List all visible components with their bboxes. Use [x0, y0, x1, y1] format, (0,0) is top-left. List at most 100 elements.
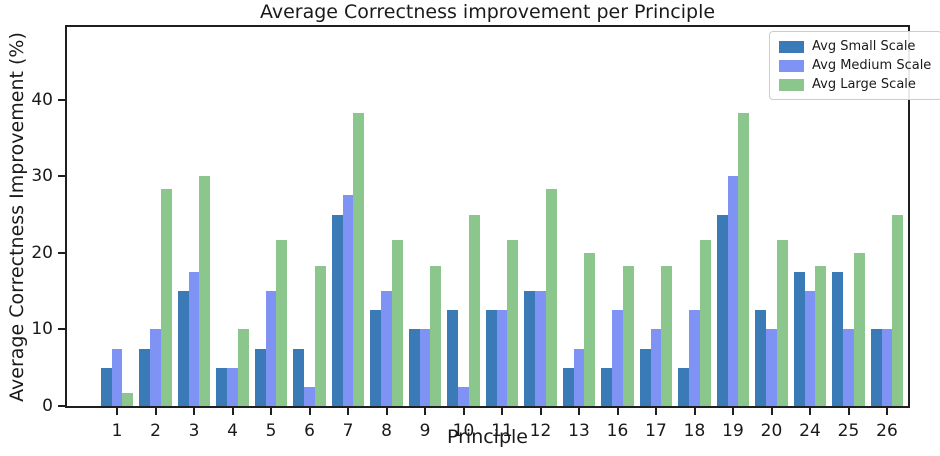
bar-series1-principle-7	[331, 215, 343, 406]
legend-label: Avg Small Scale	[812, 39, 916, 54]
bar-series2-principle-17	[650, 329, 662, 406]
x-tick-label-4: 4	[227, 421, 238, 441]
x-tick-label-2: 2	[150, 421, 161, 441]
bar-series2-principle-7	[342, 195, 354, 406]
x-tick-label-12: 12	[529, 421, 552, 441]
bar-series3-principle-17	[661, 266, 673, 406]
y-axis-label: Average Correctness Improvement (%)	[6, 31, 28, 402]
legend-entry-1: Avg Small Scale	[779, 39, 931, 54]
bar-series2-principle-16	[612, 310, 623, 406]
x-tick-label-7: 7	[342, 421, 354, 441]
bar-series3-principle-11	[507, 240, 519, 406]
bar-series3-principle-12	[545, 189, 557, 406]
bar-series1-principle-17	[639, 349, 651, 406]
y-tick-30	[58, 175, 65, 178]
bar-series1-principle-25	[832, 272, 844, 406]
x-tick-label-17: 17	[645, 421, 667, 441]
x-tick-13	[578, 408, 580, 415]
x-tick-6	[308, 408, 311, 415]
legend-entry-2: Avg Medium Scale	[779, 58, 931, 73]
x-tick-18	[693, 408, 696, 415]
bar-series1-principle-1	[100, 368, 112, 406]
x-tick-label-3: 3	[188, 421, 200, 441]
x-tick-label-18: 18	[683, 421, 706, 441]
x-tick-label-10: 10	[452, 421, 475, 441]
y-tick-label-10: 10	[31, 319, 53, 340]
x-tick-4	[231, 408, 234, 415]
x-tick-5	[270, 408, 272, 415]
x-tick-label-8: 8	[381, 421, 392, 441]
bar-series1-principle-5	[254, 349, 266, 406]
y-tick-label-30: 30	[31, 166, 53, 187]
x-axis-label: Principle	[446, 426, 528, 448]
y-tick-label-0: 0	[42, 396, 53, 416]
x-tick-16	[616, 408, 619, 415]
bar-series3-principle-26	[892, 215, 904, 406]
bar-series3-principle-7	[353, 113, 365, 406]
bar-series2-principle-2	[150, 329, 161, 406]
x-tick-20	[770, 408, 773, 415]
bar-series3-principle-4	[237, 329, 249, 406]
bar-series3-principle-6	[314, 266, 326, 406]
x-tick-label-24: 24	[799, 421, 821, 441]
x-tick-label-13: 13	[568, 421, 590, 441]
legend-swatch-icon	[779, 78, 804, 91]
x-tick-label-26: 26	[876, 421, 898, 441]
x-tick-label-9: 9	[419, 421, 431, 441]
bar-series2-principle-4	[227, 368, 238, 406]
bar-series3-principle-3	[199, 176, 211, 406]
bar-series2-principle-12	[535, 291, 546, 406]
x-tick-label-19: 19	[722, 421, 744, 441]
x-tick-8	[385, 408, 388, 415]
x-tick-3	[193, 408, 195, 415]
legend-entry-3: Avg Large Scale	[779, 77, 931, 92]
bar-series1-principle-2	[139, 349, 151, 406]
y-tick-label-40: 40	[31, 89, 53, 110]
bar-series2-principle-10	[458, 387, 469, 406]
x-tick-19	[732, 408, 734, 415]
x-tick-26	[886, 408, 888, 415]
x-tick-17	[655, 408, 657, 415]
bar-series3-principle-18	[699, 240, 711, 406]
legend-swatch-icon	[779, 59, 804, 72]
x-tick-label-5: 5	[265, 421, 277, 441]
bar-series2-principle-5	[265, 291, 277, 406]
bar-series3-principle-1	[122, 393, 134, 406]
bar-series2-principle-25	[843, 329, 854, 406]
x-tick-label-6: 6	[304, 421, 315, 441]
x-tick-1	[116, 408, 118, 415]
bar-series1-principle-9	[408, 329, 420, 406]
bar-series3-principle-16	[622, 266, 634, 406]
x-tick-label-16: 16	[606, 421, 629, 441]
legend: Avg Small Scale Avg Medium Scale Avg Large…	[769, 31, 940, 100]
x-tick-label-20: 20	[760, 421, 783, 441]
y-tick-20	[58, 251, 65, 254]
x-tick-10	[462, 408, 465, 415]
bar-series2-principle-11	[496, 310, 508, 406]
bar-series3-principle-2	[160, 189, 172, 406]
bar-series1-principle-20	[755, 310, 767, 406]
bar-series1-principle-16	[601, 368, 613, 406]
bar-series1-principle-24	[793, 272, 805, 406]
bar-series2-principle-6	[304, 387, 315, 406]
bar-series3-principle-20	[776, 240, 788, 406]
legend-label: Avg Medium Scale	[812, 58, 932, 73]
y-tick-0	[58, 405, 65, 407]
bar-series3-principle-10	[468, 215, 480, 406]
bar-series1-principle-19	[716, 215, 728, 406]
bar-series1-principle-4	[216, 368, 228, 406]
bar-series2-principle-13	[573, 349, 585, 406]
bar-series3-principle-8	[391, 240, 403, 406]
bar-series3-principle-9	[430, 266, 442, 406]
legend-swatch-icon	[779, 40, 804, 53]
bar-series2-principle-20	[766, 329, 777, 406]
bar-series2-principle-26	[881, 329, 893, 406]
bar-series2-principle-18	[689, 310, 700, 406]
x-tick-7	[347, 408, 349, 415]
y-tick-40	[58, 98, 65, 101]
bar-series3-principle-19	[738, 113, 750, 406]
x-tick-12	[539, 408, 542, 415]
bar-series1-principle-8	[370, 310, 382, 406]
bar-series1-principle-18	[678, 368, 690, 406]
